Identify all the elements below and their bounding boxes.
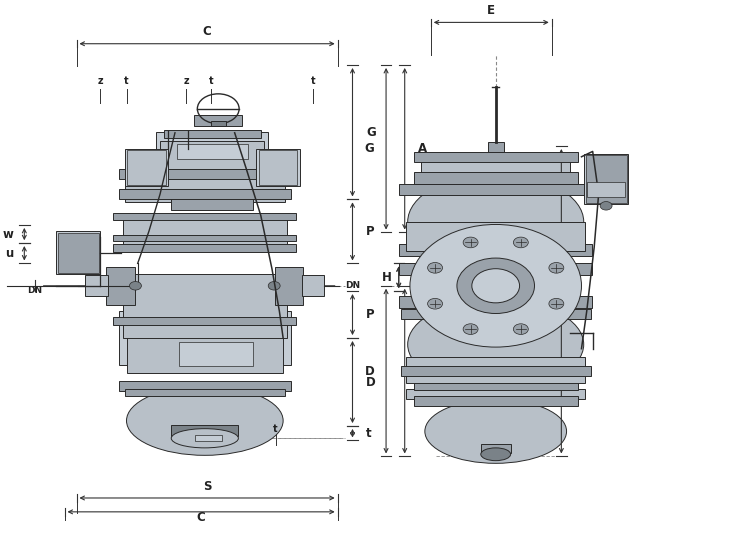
Bar: [127, 336, 284, 373]
Bar: [124, 389, 285, 396]
Ellipse shape: [408, 299, 584, 390]
Bar: [113, 317, 296, 325]
Text: w: w: [3, 228, 13, 241]
Text: A: A: [419, 142, 428, 155]
Bar: [302, 275, 324, 296]
Bar: [58, 233, 98, 273]
Bar: [414, 152, 578, 161]
Bar: [113, 244, 296, 252]
Bar: [156, 132, 268, 173]
Bar: [128, 150, 166, 185]
Text: u: u: [5, 247, 14, 260]
Bar: [123, 215, 286, 248]
Circle shape: [464, 237, 478, 248]
Text: z: z: [98, 76, 104, 86]
Bar: [406, 389, 585, 399]
Text: P: P: [366, 225, 374, 238]
Circle shape: [464, 324, 478, 334]
Ellipse shape: [408, 174, 584, 270]
Text: H: H: [413, 271, 422, 284]
Bar: [177, 144, 248, 159]
Bar: [414, 380, 578, 390]
Circle shape: [513, 324, 528, 334]
Bar: [400, 184, 592, 195]
Circle shape: [549, 299, 564, 309]
Text: t: t: [366, 427, 371, 440]
Text: D: D: [364, 364, 374, 377]
Text: G: G: [364, 142, 374, 155]
Bar: [259, 150, 297, 185]
Text: t: t: [124, 76, 129, 86]
Bar: [587, 182, 625, 197]
Bar: [113, 235, 296, 241]
Bar: [194, 115, 242, 126]
Ellipse shape: [481, 448, 511, 460]
Text: H: H: [382, 271, 392, 284]
Circle shape: [427, 263, 442, 273]
Circle shape: [513, 237, 528, 248]
Text: t: t: [310, 76, 315, 86]
Bar: [113, 213, 296, 220]
Circle shape: [457, 258, 535, 314]
Text: E: E: [488, 4, 495, 17]
Bar: [586, 155, 626, 203]
Bar: [400, 244, 592, 256]
Circle shape: [130, 281, 142, 290]
Bar: [211, 121, 226, 126]
Bar: [414, 396, 578, 406]
Text: DN: DN: [27, 286, 42, 295]
Bar: [400, 366, 591, 376]
Text: C: C: [196, 511, 206, 524]
Text: P: P: [366, 308, 374, 321]
Ellipse shape: [127, 386, 284, 455]
Bar: [160, 141, 265, 173]
Bar: [196, 435, 221, 442]
Bar: [86, 275, 108, 296]
Bar: [119, 381, 290, 391]
Bar: [124, 175, 285, 202]
Bar: [171, 197, 254, 210]
Circle shape: [427, 299, 442, 309]
Bar: [488, 143, 504, 152]
Bar: [171, 426, 238, 436]
Bar: [481, 444, 511, 453]
Text: z: z: [183, 76, 189, 86]
Bar: [125, 149, 168, 186]
Bar: [178, 342, 254, 366]
Text: DN: DN: [345, 281, 360, 291]
Bar: [106, 266, 135, 305]
Bar: [256, 149, 299, 186]
Text: t: t: [209, 76, 213, 86]
Circle shape: [600, 202, 612, 210]
Bar: [119, 189, 290, 199]
Bar: [414, 172, 578, 184]
Bar: [400, 263, 592, 274]
Text: S: S: [202, 480, 211, 493]
Circle shape: [472, 269, 520, 303]
Ellipse shape: [424, 399, 566, 463]
Bar: [400, 296, 592, 308]
Text: F: F: [574, 295, 583, 308]
Bar: [584, 154, 628, 204]
Bar: [164, 130, 261, 138]
Bar: [275, 266, 303, 305]
Text: C: C: [202, 25, 211, 39]
Bar: [119, 169, 290, 178]
Bar: [406, 357, 585, 383]
Text: G: G: [366, 126, 376, 139]
Circle shape: [410, 225, 581, 347]
Bar: [400, 309, 591, 319]
Circle shape: [268, 281, 280, 290]
Bar: [119, 311, 290, 364]
Text: D: D: [366, 376, 376, 389]
Text: t: t: [273, 424, 278, 434]
Text: B: B: [419, 364, 428, 377]
Bar: [406, 222, 585, 251]
Circle shape: [549, 263, 564, 273]
Bar: [123, 274, 286, 338]
Bar: [56, 232, 100, 274]
Bar: [421, 157, 570, 181]
Ellipse shape: [171, 429, 238, 448]
